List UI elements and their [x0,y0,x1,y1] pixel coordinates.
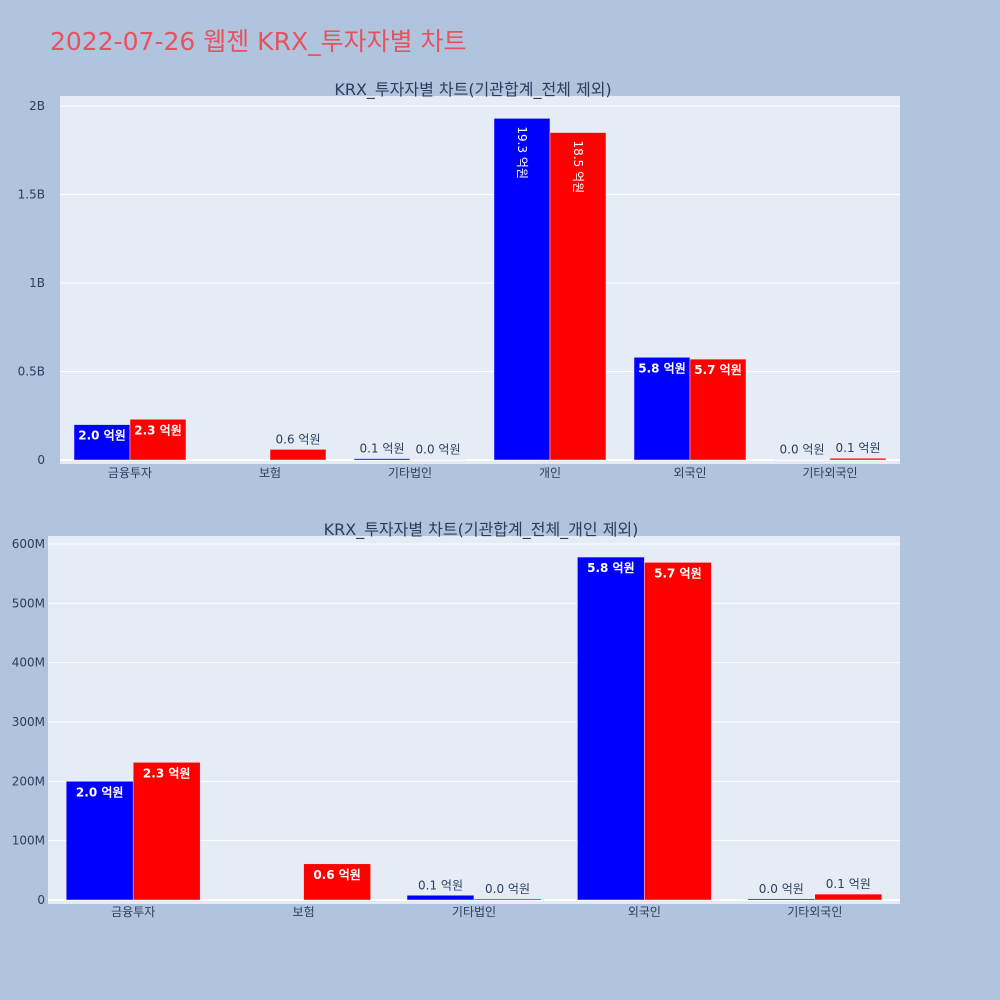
y-tick-label: 0.5B [18,365,45,379]
chart-bottom: 0 100M 200M 300M 400M 500M 600M 2.0 억원 2.3 억원 0.… [12,520,900,919]
bar [353,458,411,461]
bar-label: 2.3 억원 [134,423,182,437]
x-tick-label: 보험 [259,466,281,480]
bar-label: 5.7 억원 [654,566,702,580]
y-tick-label: 1B [29,276,45,290]
x-tick-label: 기타법인 [452,905,496,919]
y-tick-label: 100M [12,834,45,848]
bar [129,419,187,461]
bar [269,449,327,461]
x-tick-label: 금융투자 [108,466,152,480]
plot-background-top [60,96,900,464]
y-tick-label: 300M [12,715,45,729]
bar-label: 0.1 억원 [826,877,871,891]
bar [747,898,816,901]
bar-label: 0.0 억원 [780,443,825,457]
bar [577,556,645,901]
bar [633,357,691,461]
bar-label: 2.0 억원 [78,429,126,443]
y-axis-bottom: 0 100M 200M 300M 400M 500M 600M [12,537,45,907]
y-tick-label: 2B [29,99,45,113]
x-tick-label: 외국인 [628,905,661,919]
bar [644,562,712,901]
y-tick-label: 1.5B [18,188,45,202]
bar-label: 0.1 억원 [360,442,405,456]
bar [65,781,134,901]
x-tick-label: 기타외국인 [787,905,842,919]
x-tick-label: 금융투자 [111,905,155,919]
chart-top: 0 0.5B 1B 1.5B 2B 2.0 억원 2.3 억원 0.6 억원 0.1 억원 0.… [18,80,900,480]
bar-label: 0.1 억원 [418,878,463,892]
x-tick-label: 기타외국인 [802,466,857,480]
chart-title-top: KRX_투자자별 차트(기관합계_전체 제외) [334,80,611,100]
y-tick-label: 400M [12,656,45,670]
x-tick-label: 외국인 [673,466,706,480]
bar-labels-bottom: 2.0 억원 2.3 억원 0.6 억원 0.1 억원 0.0 억원 5.8 억원 5.7 … [76,561,871,896]
bar-label: 2.3 억원 [143,766,191,780]
page-title: 2022-07-26 웹젠 KRX_투자자별 차트 [50,27,467,56]
bar [473,898,542,901]
bar [406,895,475,901]
bar-label: 0.6 억원 [276,432,321,446]
x-tick-label: 개인 [539,466,561,480]
bars-top [73,118,887,461]
y-tick-label: 0 [37,893,45,907]
bar [73,424,131,461]
x-axis-bottom: 금융투자 보험 기타법인 외국인 기타외국인 [111,905,842,919]
x-tick-label: 보험 [293,905,315,919]
x-tick-label: 기타법인 [388,466,432,480]
bar [689,358,747,461]
bar-label: 5.7 억원 [694,363,742,377]
y-tick-label: 600M [12,537,45,551]
y-tick-label: 0 [37,453,45,467]
bar-label: 0.6 억원 [313,868,361,882]
bar-label: 0.0 억원 [759,882,804,896]
chart-title-bottom: KRX_투자자별 차트(기관합계_전체_개인 제외) [324,520,639,540]
bar-label: 0.0 억원 [485,882,530,896]
y-tick-label: 500M [12,596,45,610]
bar [493,118,551,461]
bar [303,863,371,901]
bar-label: 5.8 억원 [638,361,686,375]
bar-labels-top: 2.0 억원 2.3 억원 0.6 억원 0.1 억원 0.0 억원 19.3 억원 18.… [78,126,880,456]
grid-top [60,105,900,461]
bar-label: 0.1 억원 [836,441,881,455]
bar-label: 19.3 억원 [515,126,529,179]
y-tick-label: 200M [12,774,45,788]
bars-bottom [65,556,883,901]
x-axis-top: 금융투자 보험 기타법인 개인 외국인 기타외국인 [108,466,858,480]
bar-label: 2.0 억원 [76,785,124,799]
bar [814,893,883,901]
y-axis-top: 0 0.5B 1B 1.5B 2B [18,99,45,467]
bar-label: 5.8 억원 [587,561,635,575]
bar [549,132,607,461]
bar-label: 18.5 억원 [571,141,585,194]
bar [132,762,201,901]
bar-label: 0.0 억원 [416,443,461,457]
bar [829,457,887,461]
